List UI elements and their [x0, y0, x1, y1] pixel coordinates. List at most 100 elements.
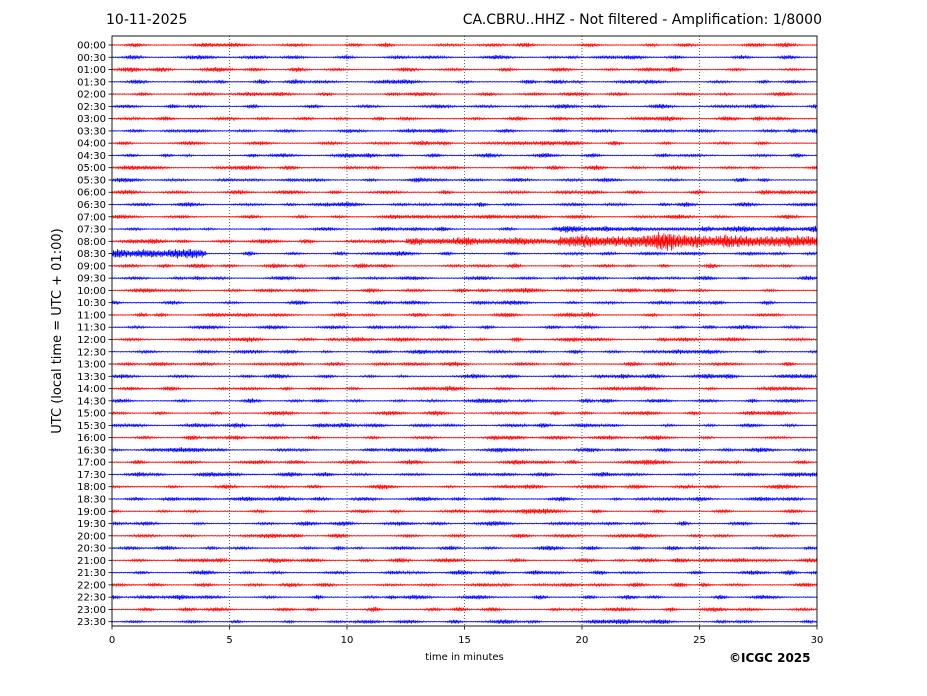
y-tick-label: 23:30: [77, 617, 106, 628]
x-tick-label: 15: [458, 635, 471, 646]
trace-1930: [111, 520, 818, 527]
trace-0130: [111, 78, 818, 85]
trace-0330: [111, 128, 818, 134]
y-tick-label: 17:30: [77, 470, 106, 481]
y-tick-label: 03:00: [77, 114, 106, 125]
y-tick-label: 02:00: [77, 90, 106, 101]
y-tick-label: 08:00: [77, 237, 106, 248]
trace-1900: [111, 508, 818, 515]
trace-1100: [111, 312, 818, 318]
y-tick-label: 20:00: [77, 531, 106, 542]
y-tick-label: 22:00: [77, 580, 106, 591]
y-tick-label: 12:00: [77, 335, 106, 346]
trace-0000: [111, 42, 818, 48]
x-tick-label: 25: [693, 635, 706, 646]
trace-0600: [111, 189, 818, 196]
trace-0030: [111, 54, 818, 61]
y-tick-label: 18:00: [77, 482, 106, 493]
y-tick-label: 20:30: [77, 544, 106, 555]
x-tick-label: 10: [341, 635, 354, 646]
x-axis-label: time in minutes: [425, 652, 504, 663]
y-tick-label: 05:30: [77, 175, 106, 186]
y-tick-label: 04:30: [77, 151, 106, 162]
y-tick-label: 13:00: [77, 360, 106, 371]
trace-0730: [111, 225, 818, 233]
trace-1330: [111, 373, 818, 380]
trace-0900: [111, 263, 818, 269]
trace-1700: [111, 459, 818, 466]
trace-2330: [111, 618, 818, 625]
y-tick-label: 17:00: [77, 458, 106, 469]
y-tick-label: 07:30: [77, 225, 106, 236]
y-tick-label: 11:30: [77, 323, 106, 334]
trace-0930: [111, 275, 818, 281]
trace-2300: [111, 606, 818, 613]
trace-2200: [111, 582, 818, 588]
y-tick-label: 10:00: [77, 286, 106, 297]
x-tick-label: 0: [109, 635, 115, 646]
y-tick-label: 00:00: [77, 41, 106, 52]
y-tick-label: 07:00: [77, 212, 106, 223]
y-tick-label: 12:30: [77, 347, 106, 358]
trace-0700: [111, 213, 818, 220]
trace-0200: [111, 91, 818, 97]
trace-2000: [111, 533, 818, 539]
trace-1300: [111, 361, 818, 367]
trace-1230: [111, 349, 818, 355]
trace-1500: [111, 410, 818, 416]
trace-0630: [112, 201, 818, 208]
trace-0500: [111, 164, 818, 171]
y-tick-label: 16:00: [77, 433, 106, 444]
trace-1430: [111, 397, 818, 404]
trace-1530: [111, 422, 818, 429]
trace-0100: [111, 66, 818, 73]
y-tick-label: 15:30: [77, 421, 106, 432]
y-tick-label: 01:00: [77, 65, 106, 76]
trace-0300: [111, 115, 818, 122]
y-tick-label: 14:00: [77, 384, 106, 395]
y-tick-label: 01:30: [77, 77, 106, 88]
y-tick-label: 19:30: [77, 519, 106, 530]
x-tick-label: 20: [576, 635, 589, 646]
y-tick-label: 06:30: [77, 200, 106, 211]
trace-0230: [111, 103, 818, 110]
y-tick-label: 19:00: [77, 507, 106, 518]
date-label: 10-11-2025: [106, 12, 188, 28]
y-tick-label: 21:00: [77, 556, 106, 567]
x-tick-label: 5: [226, 635, 232, 646]
y-tick-label: 22:30: [77, 593, 106, 604]
trace-1000: [111, 287, 818, 294]
y-tick-label: 05:00: [77, 163, 106, 174]
y-tick-label: 23:00: [77, 605, 106, 616]
y-tick-label: 03:30: [77, 126, 106, 137]
x-tick-label: 30: [811, 635, 824, 646]
y-axis-label: UTC (local time = UTC + 01:00): [50, 228, 65, 433]
y-tick-label: 13:30: [77, 372, 106, 383]
trace-1400: [111, 385, 818, 392]
y-tick-label: 15:00: [77, 409, 106, 420]
y-tick-label: 10:30: [77, 298, 106, 309]
y-tick-label: 02:30: [77, 102, 106, 113]
trace-2130: [111, 569, 818, 576]
trace-1630: [111, 447, 818, 453]
y-tick-label: 18:30: [77, 494, 106, 505]
y-tick-label: 04:00: [77, 139, 106, 150]
y-tick-label: 11:00: [77, 310, 106, 321]
y-tick-label: 09:00: [77, 261, 106, 272]
trace-0800: [111, 231, 818, 251]
trace-1600: [111, 434, 818, 441]
copyright-credit: ©ICGC 2025: [729, 651, 811, 665]
trace-1030: [111, 299, 818, 306]
trace-1130: [111, 324, 818, 331]
trace-2100: [111, 557, 818, 564]
y-tick-label: 06:00: [77, 188, 106, 199]
trace-1730: [111, 471, 818, 478]
chart-title: CA.CBRU..HHZ - Not filtered - Amplificat…: [462, 12, 822, 28]
y-tick-label: 08:30: [77, 249, 106, 260]
y-tick-label: 09:30: [77, 274, 106, 285]
trace-2030: [111, 545, 818, 551]
y-tick-label: 14:30: [77, 396, 106, 407]
trace-1830: [111, 496, 818, 502]
trace-2230: [111, 594, 818, 601]
